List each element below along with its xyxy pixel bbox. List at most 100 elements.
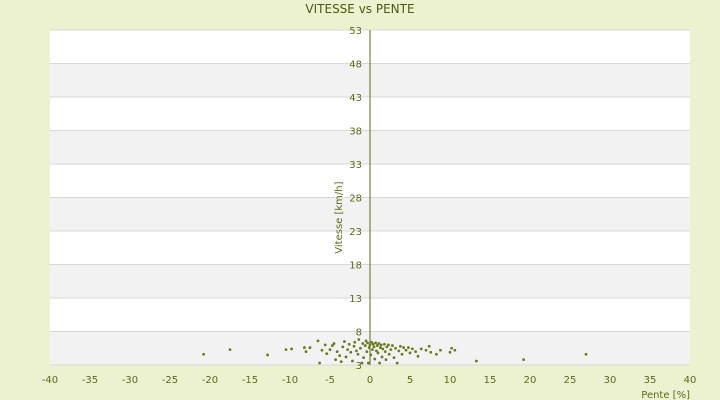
data-point: [435, 352, 438, 356]
data-point: [377, 342, 381, 345]
x-tick-label: -20: [202, 375, 218, 386]
data-point: [328, 348, 332, 351]
data-point: [416, 354, 420, 358]
data-point: [290, 347, 293, 351]
data-point: [419, 347, 423, 351]
y-axis-label: Vitesse [km/h]: [334, 181, 345, 253]
data-point: [584, 352, 588, 356]
data-point: [372, 345, 376, 349]
y-tick-label: 33: [349, 160, 362, 171]
y-tick-label: 18: [349, 261, 362, 272]
data-point: [375, 344, 379, 347]
x-axis-label: Pente [%]: [641, 390, 690, 400]
data-point: [316, 339, 320, 343]
x-tick-label: 35: [644, 375, 657, 386]
data-point: [363, 344, 367, 347]
x-tick-label: -40: [42, 375, 58, 386]
x-tick-label: -10: [282, 375, 298, 386]
data-point: [371, 348, 374, 351]
data-point: [414, 350, 417, 353]
y-tick-label: 38: [349, 127, 362, 138]
data-point: [424, 348, 428, 352]
data-point: [325, 352, 329, 356]
x-tick-label: 40: [684, 375, 697, 386]
data-point: [367, 346, 371, 349]
data-point: [387, 352, 391, 356]
data-point: [450, 346, 453, 350]
data-point: [323, 343, 327, 347]
data-point: [374, 341, 377, 345]
data-point: [399, 344, 402, 348]
data-point: [411, 347, 414, 351]
data-point: [228, 348, 232, 351]
data-point: [376, 351, 380, 355]
data-point: [320, 348, 324, 352]
data-point: [360, 361, 364, 365]
data-point: [475, 359, 478, 363]
data-point: [389, 348, 393, 351]
data-point: [384, 358, 388, 362]
data-point: [356, 352, 360, 356]
chart-title: VITESSE vs PENTE: [305, 2, 415, 16]
data-point: [331, 344, 334, 347]
data-point: [332, 342, 336, 345]
data-point: [394, 346, 397, 350]
x-tick-label: 20: [524, 375, 537, 386]
y-tick-label: 23: [349, 227, 362, 238]
data-point: [362, 356, 365, 360]
data-point: [364, 339, 368, 343]
data-point: [392, 356, 396, 360]
x-tick-label: 5: [407, 375, 413, 386]
data-point: [448, 350, 452, 354]
data-point: [379, 346, 382, 349]
data-point: [335, 350, 339, 353]
data-point: [351, 359, 354, 363]
x-tick-label: 30: [604, 375, 617, 386]
data-point: [284, 348, 288, 351]
y-tick-label: 3: [356, 361, 362, 372]
data-point: [365, 350, 369, 353]
x-tick-label: -15: [242, 375, 258, 386]
x-tick-label: -25: [162, 375, 178, 386]
data-point: [383, 350, 387, 353]
data-point: [408, 351, 412, 355]
data-point: [395, 361, 399, 365]
data-point: [347, 342, 351, 346]
x-tick-label: 10: [444, 375, 457, 386]
data-point: [427, 344, 431, 348]
data-point: [429, 350, 433, 354]
data-point: [339, 360, 343, 364]
data-point: [370, 340, 373, 344]
data-point: [439, 348, 442, 352]
x-tick-label: 15: [484, 375, 497, 386]
data-point: [266, 353, 269, 357]
y-tick-label: 43: [349, 93, 362, 104]
data-point: [359, 346, 362, 350]
data-point: [318, 361, 321, 365]
data-point: [400, 352, 404, 356]
data-point: [375, 349, 378, 353]
data-point: [346, 348, 349, 351]
x-tick-label: -30: [122, 375, 138, 386]
data-point: [397, 349, 401, 353]
data-point: [453, 348, 457, 352]
data-point: [387, 343, 390, 347]
data-point: [344, 355, 348, 359]
data-point: [391, 344, 394, 347]
data-point: [404, 348, 408, 352]
y-tick-label: 8: [356, 328, 362, 339]
data-point: [367, 361, 370, 365]
data-point: [402, 346, 405, 349]
x-tick-label: 25: [564, 375, 577, 386]
data-point: [308, 346, 312, 349]
data-point: [380, 355, 384, 359]
data-point: [369, 353, 373, 357]
data-point: [353, 340, 357, 344]
data-point: [303, 346, 306, 349]
data-point: [366, 341, 369, 345]
x-tick-label: -5: [325, 375, 335, 386]
data-point: [383, 342, 386, 346]
data-point: [338, 354, 341, 358]
